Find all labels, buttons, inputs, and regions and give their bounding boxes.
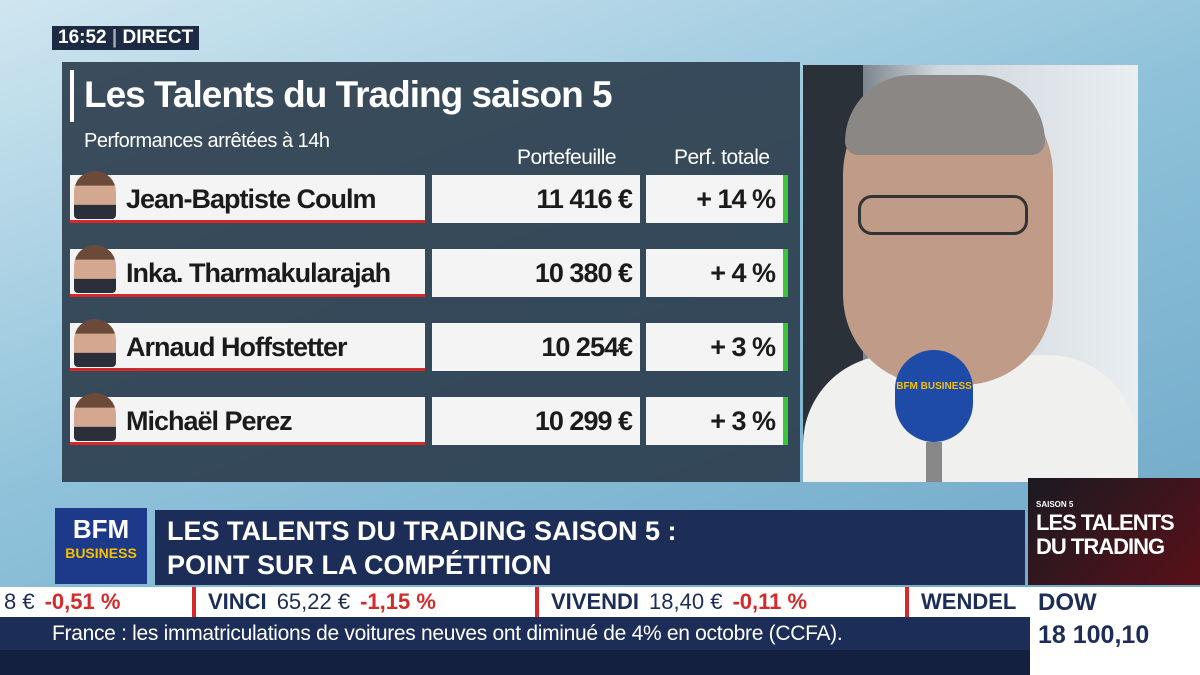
name-cell: Inka. Tharmakularajah [70,245,425,297]
performance-cell: + 3 % [646,323,788,371]
glasses [858,195,1028,235]
headline-band: LES TALENTS DU TRADING SAISON 5 : POINT … [155,510,1025,585]
stock-name: VIVENDI [551,589,640,614]
index-box: DOW 18 100,10 [1030,587,1200,675]
avatar [74,393,116,441]
avatar [74,319,116,367]
stock-change: -0,51 % [44,589,121,614]
logo-text: BFM [72,514,130,544]
clock: 16:52 [58,27,107,48]
column-header: Portefeuille [517,146,617,169]
column-header: Perf. totale [674,146,770,169]
panel-subtitle: Performances arrêtées à 14h [84,130,330,152]
crawl-text: France : les immatriculations de voiture… [52,622,843,645]
stock-ticker: 8 € -0,51 % VINCI 65,22 € -1,15 % VIVENDI 18,4… [0,587,1030,617]
trader-name: Arnaud Hoffstetter [126,332,348,362]
show-logo: SAISON 5 LES TALENTS DU TRADING [1028,478,1200,585]
portfolio-cell: 10 254€ [432,323,640,371]
performance-cell: + 3 % [646,397,788,445]
stock-change: -0,11 % [732,589,808,614]
ticker-item: 8 € -0,51 % [0,587,120,617]
live-label: DIRECT [122,27,194,48]
portfolio-value: 10 299 € [534,406,633,436]
microphone [895,350,973,442]
portfolio-cell: 10 380 € [432,249,640,297]
hair [845,75,1045,155]
headline: POINT SUR LA COMPÉTITION [167,550,552,580]
performance-value: + 4 % [710,258,776,288]
index-name: DOW [1038,589,1097,616]
index-value: 18 100,10 [1038,621,1150,649]
trader-name: Michaël Perez [126,406,293,436]
performance-value: + 14 % [696,184,776,214]
bottom-bar [0,650,1030,675]
show-logo-text: SAISON 5 [1036,500,1074,509]
name-cell: Jean-Baptiste Coulm [70,171,425,223]
stock-price: 8 € [4,589,35,614]
clock-badge: 16:52 | DIRECT [52,26,200,50]
avatar [74,245,116,293]
stock-change: -1,15 % [360,589,436,614]
trader-name: Inka. Tharmakularajah [126,258,391,288]
stock-name: VINCI [208,589,267,614]
stock-name: WENDEL [921,589,1017,614]
ticker-item: VINCI 65,22 € -1,15 % [192,587,436,617]
portfolio-value: 11 416 € [536,184,633,214]
stock-price: 18,40 € [649,589,723,614]
stock-price: 65,22 € [276,589,351,614]
channel-logo: BFM BUSINESS [55,508,147,584]
panel: Les Talents du Trading saison 5 Performa… [62,62,800,482]
portfolio-value: 10 380 € [534,258,633,288]
name-cell: Michaël Perez [70,393,425,445]
mic-label: BFM BUSINESS [896,381,972,392]
performance-cell: + 14 % [646,175,788,223]
performance-value: + 3 % [710,406,776,436]
portfolio-cell: 10 299 € [432,397,640,445]
ticker-item: WENDEL [905,587,1016,617]
show-logo-text: LES TALENTS [1036,510,1175,535]
show-logo-text: DU TRADING [1036,534,1165,559]
portfolio-cell: 11 416 € [432,175,640,223]
title-bar [70,70,74,122]
name-cell: Arnaud Hoffstetter [70,319,425,371]
headline: LES TALENTS DU TRADING SAISON 5 : [167,516,677,546]
news-crawl: France : les immatriculations de voiture… [0,617,1030,650]
mic-stand [926,442,942,482]
logo-text: BUSINESS [65,545,137,561]
panel-title: Les Talents du Trading saison 5 [84,74,613,115]
trader-name: Jean-Baptiste Coulm [126,184,377,214]
ticker-item: VIVENDI 18,40 € -0,11 % [535,587,807,617]
performance-cell: + 4 % [646,249,788,297]
performance-value: + 3 % [710,332,776,362]
video-feed: BFM BUSINESS [803,65,1138,482]
portfolio-value: 10 254€ [541,332,633,362]
avatar [74,171,116,219]
